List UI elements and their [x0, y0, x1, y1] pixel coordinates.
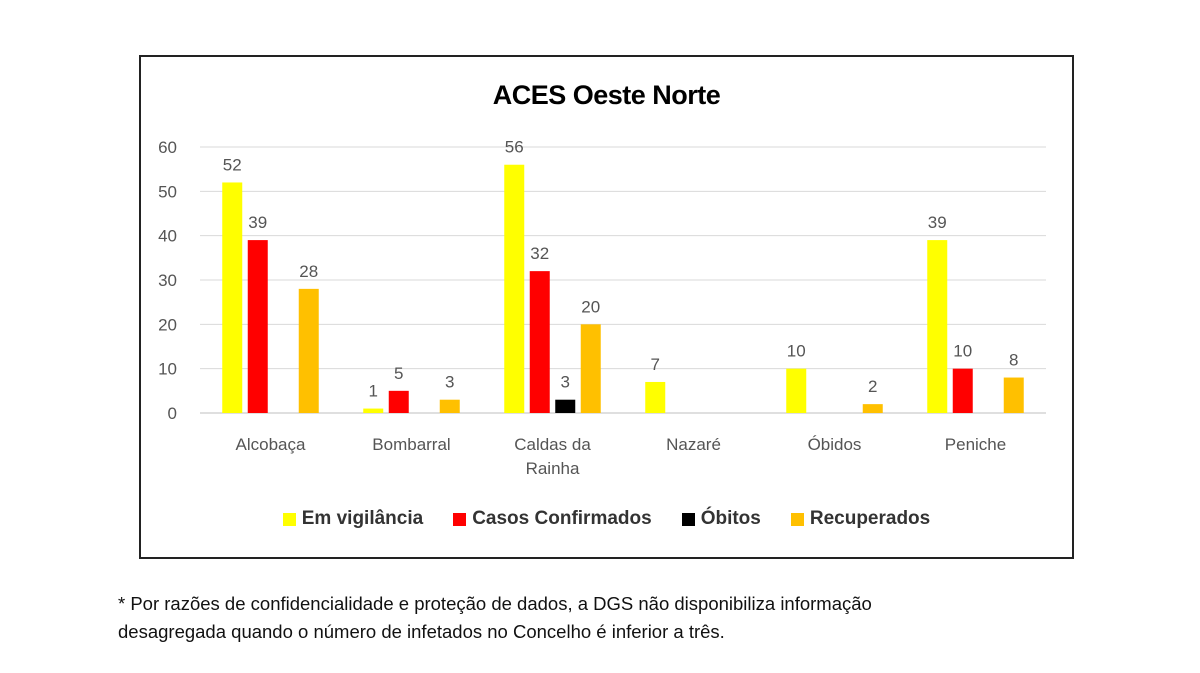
bar [439, 399, 460, 413]
legend-label-recuperados: Recuperados [809, 508, 931, 529]
legend-swatch-recuperados [790, 512, 804, 526]
data-label: 8 [1009, 351, 1018, 370]
legend-label-casos-confirmados: Casos Confirmados [472, 508, 652, 529]
bar [388, 390, 409, 413]
legend-swatch-obitos [681, 512, 695, 526]
legend-swatch-em-vigilancia [282, 512, 296, 526]
chart-frame [139, 55, 1074, 559]
bar [247, 240, 268, 413]
footnote: * Por razões de confidencialidade e prot… [118, 590, 1098, 646]
data-label: 28 [299, 262, 318, 281]
bar [862, 404, 883, 413]
x-category-label: Nazaré [666, 435, 721, 454]
y-tick-label: 20 [158, 315, 177, 334]
footnote-line-2: desagregada quando o número de infetados… [118, 621, 725, 642]
x-category-label: Óbidos [808, 435, 862, 454]
y-tick-label: 30 [158, 271, 177, 290]
data-label: 20 [581, 297, 600, 316]
bar [504, 164, 525, 413]
x-category-label: Caldas da [514, 435, 591, 454]
bar [222, 182, 243, 413]
data-label: 56 [505, 138, 524, 157]
footnote-line-1: * Por razões de confidencialidade e prot… [118, 593, 872, 614]
x-category-label: Rainha [526, 459, 580, 478]
data-label: 7 [651, 355, 660, 374]
chart-title: ACES Oeste Norte [492, 80, 721, 110]
data-label: 1 [369, 382, 378, 401]
bar [786, 368, 807, 413]
data-label: 10 [787, 342, 806, 361]
data-label: 32 [530, 244, 549, 263]
data-label: 39 [248, 213, 267, 232]
y-tick-label: 10 [158, 360, 177, 379]
legend-item-em-vigilancia: Em vigilância [282, 508, 424, 530]
data-label: 52 [223, 155, 242, 174]
bar [298, 288, 319, 413]
bar [927, 240, 948, 413]
x-category-label: Bombarral [372, 435, 450, 454]
legend-swatch-casos-confirmados [453, 512, 467, 526]
data-label: 10 [953, 342, 972, 361]
data-label: 39 [928, 213, 947, 232]
legend-label-obitos: Óbitos [700, 508, 761, 529]
bar [529, 271, 550, 413]
bar [363, 408, 384, 413]
legend-item-obitos: Óbitos [681, 508, 761, 530]
data-label: 3 [445, 373, 454, 392]
chart-legend: Em vigilância Casos Confirmados Óbitos R… [139, 508, 1074, 530]
y-tick-label: 60 [158, 138, 177, 157]
bar [580, 324, 601, 413]
bar [645, 381, 666, 413]
bar [1003, 377, 1024, 413]
legend-item-recuperados: Recuperados [790, 508, 931, 530]
legend-item-casos-confirmados: Casos Confirmados [453, 508, 652, 530]
y-tick-label: 0 [168, 404, 177, 423]
bar [555, 399, 576, 413]
data-label: 2 [868, 377, 877, 396]
x-category-label: Alcobaça [236, 435, 306, 454]
y-tick-label: 40 [158, 227, 177, 246]
y-tick-label: 50 [158, 182, 177, 201]
data-label: 3 [561, 373, 570, 392]
bar [952, 368, 973, 413]
data-label: 5 [394, 364, 403, 383]
legend-label-em-vigilancia: Em vigilância [301, 508, 424, 529]
x-category-label: Peniche [945, 435, 1006, 454]
